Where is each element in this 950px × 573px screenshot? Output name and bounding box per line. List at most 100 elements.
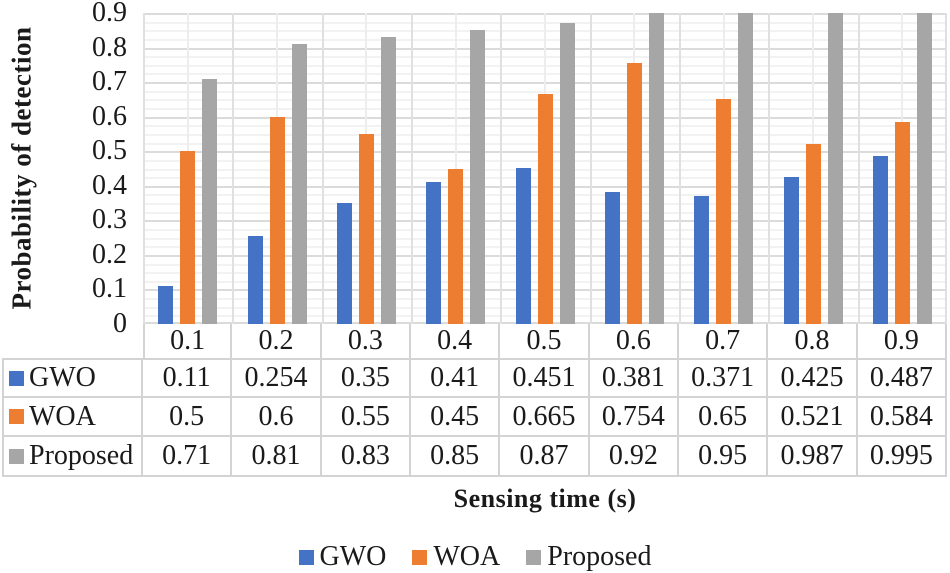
- table-value: 0.85: [411, 437, 501, 477]
- bar-proposed: [827, 13, 843, 324]
- table-value: 0.584: [857, 398, 947, 437]
- bar-woa: [537, 94, 553, 324]
- legend-item-proposed: Proposed: [526, 541, 651, 573]
- y-tick-label: 0.3: [92, 204, 127, 236]
- plot-area: [143, 13, 947, 324]
- table-value: 0.371: [679, 358, 769, 398]
- table-value: 0.65: [679, 398, 769, 437]
- bar-gwo: [426, 182, 442, 324]
- table-value: 0.5: [143, 398, 233, 437]
- category-label: 0.7: [679, 324, 769, 358]
- table-value: 0.81: [232, 437, 322, 477]
- bar-woa: [269, 116, 285, 324]
- bar-proposed: [738, 13, 754, 324]
- table-value: 0.55: [321, 398, 411, 437]
- v-gridline-major: [589, 13, 592, 324]
- legend-label: WOA: [433, 541, 501, 572]
- bar-proposed: [380, 37, 396, 324]
- table-value: 0.87: [500, 437, 590, 477]
- series-name: WOA: [29, 400, 96, 432]
- table-value: 0.451: [500, 358, 590, 398]
- bar-gwo: [247, 236, 263, 324]
- y-axis-tick-labels: 0.9 0.8 0.7 0.6 0.5 0.4 0.3 0.2 0.1 0: [0, 0, 127, 343]
- table-corner-cell: [2, 324, 143, 358]
- table-value: 0.995: [857, 437, 947, 477]
- data-table: 0.1 0.2 0.3 0.4 0.5 0.6 0.7 0.8 0.9 GWO 0.11 0.254 0…: [2, 324, 947, 477]
- y-tick-label: 0.6: [92, 100, 127, 132]
- category-label: 0.8: [768, 324, 858, 358]
- table-value: 0.45: [411, 398, 501, 437]
- table-row-header: Proposed: [2, 437, 143, 477]
- v-gridline-major: [945, 13, 947, 324]
- bar-proposed: [648, 13, 664, 324]
- legend-swatch-proposed: [526, 549, 542, 565]
- table-value: 0.665: [500, 398, 590, 437]
- y-tick-label: 0.8: [92, 31, 127, 63]
- category-label: 0.1: [143, 324, 233, 358]
- series-swatch-woa: [9, 409, 24, 424]
- v-gridline-major: [500, 13, 503, 324]
- y-tick-label: 0.5: [92, 135, 127, 167]
- table-value: 0.92: [589, 437, 679, 477]
- v-gridline-major: [411, 13, 413, 324]
- bar-gwo: [783, 177, 799, 324]
- legend-label: GWO: [319, 541, 387, 572]
- table-value: 0.425: [768, 358, 858, 398]
- table-row-header: WOA: [2, 398, 143, 437]
- category-label: 0.6: [590, 324, 679, 358]
- bar-woa: [716, 99, 732, 324]
- v-gridline-major: [232, 13, 235, 324]
- category-label: 0.2: [232, 324, 322, 358]
- y-tick-label: 0.1: [92, 273, 127, 305]
- bar-woa: [805, 143, 821, 324]
- bar-proposed: [470, 30, 486, 324]
- table-value: 0.71: [143, 437, 233, 477]
- category-label: 0.9: [858, 324, 947, 358]
- bar-gwo: [694, 195, 710, 324]
- bar-proposed: [291, 44, 307, 324]
- legend-item-woa: WOA: [412, 541, 500, 573]
- bar-gwo: [872, 155, 888, 324]
- legend-swatch-woa: [412, 549, 428, 565]
- x-axis-title: Sensing time (s): [453, 484, 637, 513]
- table-value: 0.254: [232, 358, 322, 398]
- y-tick-label: 0.9: [92, 0, 127, 28]
- table-value: 0.6: [232, 398, 322, 437]
- bar-proposed: [559, 23, 575, 324]
- v-gridline-major: [679, 13, 681, 324]
- legend-swatch-gwo: [298, 549, 314, 565]
- table-value: 0.35: [321, 358, 411, 398]
- bar-woa: [894, 122, 910, 324]
- table-row-header: GWO: [2, 358, 143, 398]
- series-name: GWO: [29, 362, 96, 393]
- bar-proposed: [916, 13, 932, 324]
- y-tick-label: 0.4: [92, 169, 127, 201]
- table-value: 0.83: [321, 437, 411, 477]
- table-value: 0.987: [768, 437, 858, 477]
- bar-gwo: [336, 203, 352, 324]
- category-label: 0.3: [322, 324, 411, 358]
- table-value: 0.754: [589, 398, 679, 437]
- table-value: 0.521: [768, 398, 858, 437]
- table-value: 0.487: [857, 358, 947, 398]
- legend: GWO WOA Proposed: [0, 541, 950, 573]
- bar-woa: [626, 63, 642, 324]
- category-label: 0.4: [411, 324, 501, 358]
- bar-woa: [180, 151, 196, 324]
- y-tick-label: 0.7: [92, 66, 127, 98]
- table-value: 0.95: [679, 437, 769, 477]
- legend-label: Proposed: [547, 541, 652, 572]
- bar-gwo: [515, 168, 531, 324]
- v-gridline-major: [857, 13, 860, 324]
- bar-proposed: [202, 78, 218, 324]
- series-swatch-gwo: [9, 370, 24, 386]
- table-value: 0.11: [143, 358, 233, 398]
- v-gridline-major: [143, 13, 145, 324]
- y-tick-label: 0: [113, 308, 127, 339]
- v-gridline-major: [321, 13, 324, 324]
- y-tick-label: 0.2: [92, 238, 127, 270]
- series-swatch-proposed: [9, 448, 24, 464]
- category-label: 0.5: [500, 324, 590, 358]
- bar-woa: [448, 168, 464, 324]
